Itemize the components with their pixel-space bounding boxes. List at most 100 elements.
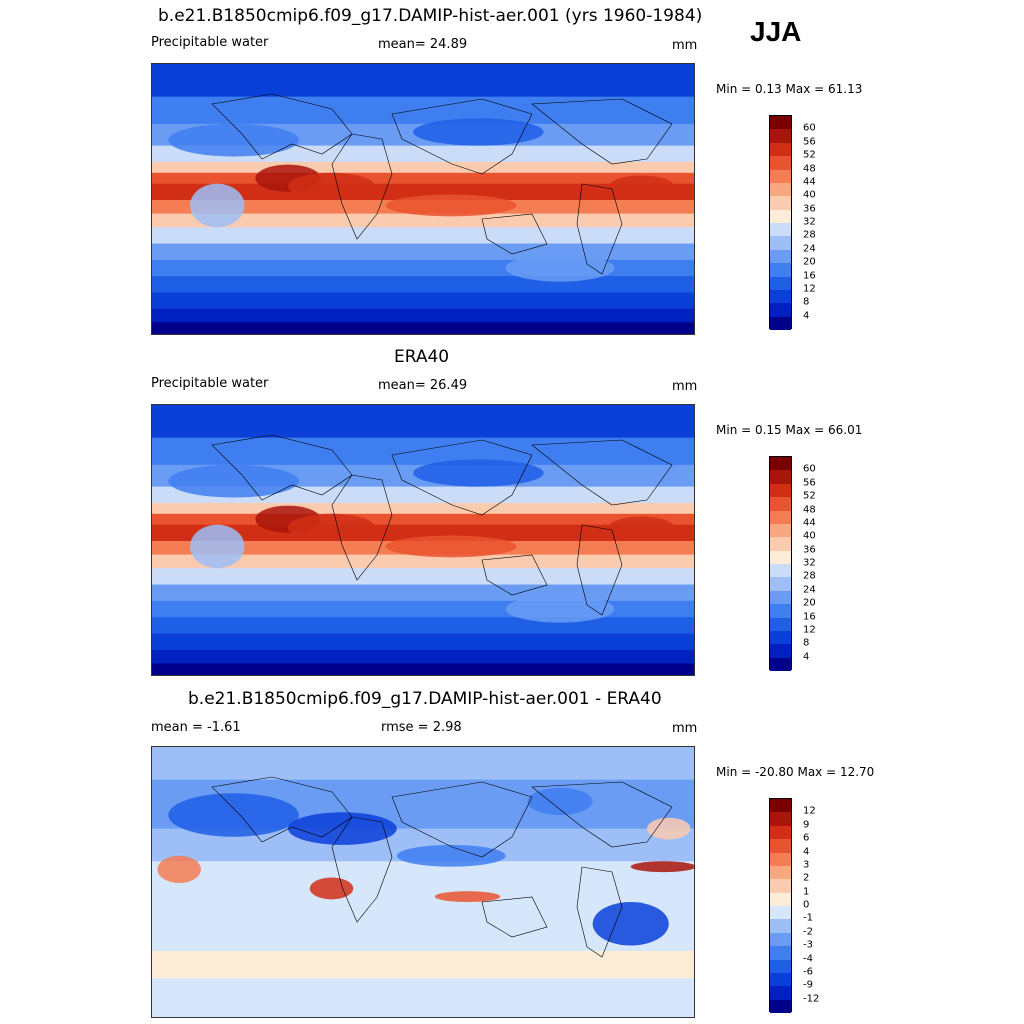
colorbar-tick-label: 20 xyxy=(803,256,816,268)
colorbar-tick-label: -12 xyxy=(803,993,820,1005)
colorbar-swatch xyxy=(770,932,791,947)
coastline xyxy=(211,434,353,501)
panel2-map-plot xyxy=(152,405,694,675)
field-band xyxy=(152,896,694,917)
colorbar-tick-label: 40 xyxy=(803,530,816,542)
coastline xyxy=(531,98,673,165)
field-feature xyxy=(288,513,376,541)
colorbar-tick-label: -2 xyxy=(803,926,813,938)
colorbar-swatch xyxy=(770,919,791,933)
field-band xyxy=(152,747,694,781)
field-band xyxy=(152,405,694,439)
field-feature xyxy=(385,194,517,217)
colorbar-tick-label: 12 xyxy=(803,805,816,817)
colorbar-swatch xyxy=(770,209,791,223)
field-band xyxy=(152,213,694,228)
panel3-minmax: Min = -20.80 Max = 12.70 xyxy=(716,765,875,779)
colorbar-swatch xyxy=(770,852,791,866)
field-band xyxy=(152,978,694,1017)
panel2-colorbar xyxy=(769,456,792,671)
colorbar-swatch xyxy=(770,879,791,893)
field-feature xyxy=(190,524,245,569)
colorbar-swatch xyxy=(770,946,791,960)
colorbar-swatch xyxy=(770,142,791,157)
colorbar-tick-label: 32 xyxy=(803,557,816,569)
colorbar-swatch xyxy=(770,972,791,987)
colorbar-tick-label: 16 xyxy=(803,611,816,622)
panel2-units: mm xyxy=(672,379,698,394)
field-band xyxy=(152,145,694,163)
panel1-map xyxy=(151,63,695,335)
field-band xyxy=(152,663,694,675)
field-feature xyxy=(385,535,517,558)
colorbar-tick-label: 56 xyxy=(803,477,816,489)
panel1-units: mm xyxy=(672,38,698,53)
colorbar-tick-label: 20 xyxy=(803,597,816,609)
colorbar-swatch xyxy=(770,483,791,498)
colorbar-tick-label: 24 xyxy=(803,243,816,255)
colorbar-tick-label: 60 xyxy=(803,122,816,134)
colorbar-swatch xyxy=(770,116,791,130)
colorbar-tick-label: 6 xyxy=(803,832,810,844)
field-band xyxy=(152,617,694,634)
colorbar-swatch xyxy=(770,263,791,277)
colorbar-swatch xyxy=(770,169,791,183)
colorbar-tick-label: 8 xyxy=(803,637,810,649)
coastline xyxy=(481,896,548,938)
colorbar-tick-label: -4 xyxy=(803,953,813,964)
coastline xyxy=(481,213,548,255)
colorbar-swatch xyxy=(770,590,791,605)
field-band xyxy=(152,633,694,651)
colorbar-tick-label: 52 xyxy=(803,490,816,502)
coastline xyxy=(531,781,673,848)
colorbar-swatch xyxy=(770,604,791,618)
colorbar-tick-label: 4 xyxy=(803,651,810,663)
panel2-mean: mean= 26.49 xyxy=(378,378,468,393)
colorbar-tick-label: 4 xyxy=(803,846,810,857)
field-feature xyxy=(168,464,299,498)
coastline xyxy=(576,866,623,958)
panel3-colorbar xyxy=(769,798,792,1013)
colorbar-tick-label: 32 xyxy=(803,216,816,228)
colorbar-swatch xyxy=(770,303,791,317)
colorbar-tick-label: 40 xyxy=(803,189,816,201)
panel2-map xyxy=(151,404,695,676)
colorbar-tick-label: 3 xyxy=(803,859,810,871)
field-band xyxy=(152,486,694,504)
coastline xyxy=(331,133,393,240)
field-band xyxy=(152,554,694,569)
field-feature xyxy=(168,793,299,837)
coastline xyxy=(531,439,673,506)
coastline xyxy=(391,781,533,858)
colorbar-tick-label: 36 xyxy=(803,544,816,556)
panel3-units: mm xyxy=(672,721,698,736)
field-band xyxy=(152,64,694,98)
colorbar-tick-label: 16 xyxy=(803,270,816,281)
colorbar-swatch xyxy=(770,470,791,484)
field-feature xyxy=(413,459,544,487)
colorbar-swatch xyxy=(770,182,791,197)
colorbar-swatch xyxy=(770,156,791,170)
field-band xyxy=(152,243,694,261)
panel3-map xyxy=(151,746,695,1018)
field-band xyxy=(152,172,694,185)
colorbar-swatch xyxy=(770,825,791,840)
panel1-colorbar xyxy=(769,115,792,330)
coastline xyxy=(211,776,353,843)
colorbar-tick-label: 52 xyxy=(803,149,816,161)
colorbar-tick-label: 0 xyxy=(803,899,810,911)
colorbar-swatch xyxy=(770,906,791,920)
colorbar-tick-label: 28 xyxy=(803,229,816,241)
panel1-map-plot xyxy=(152,64,694,334)
panel1-left-label: Precipitable water xyxy=(151,35,269,50)
colorbar-swatch xyxy=(770,657,791,671)
colorbar-tick-label: 24 xyxy=(803,584,816,596)
panel1-title: b.e21.B1850cmip6.f09_g17.DAMIP-hist-aer.… xyxy=(158,6,703,26)
colorbar-tick-label: -9 xyxy=(803,979,813,991)
field-feature xyxy=(505,595,615,623)
coastline xyxy=(391,439,533,516)
field-band xyxy=(152,276,694,293)
colorbar-swatch xyxy=(770,959,791,973)
colorbar-tick-label: 12 xyxy=(803,283,816,295)
field-feature xyxy=(434,891,501,903)
